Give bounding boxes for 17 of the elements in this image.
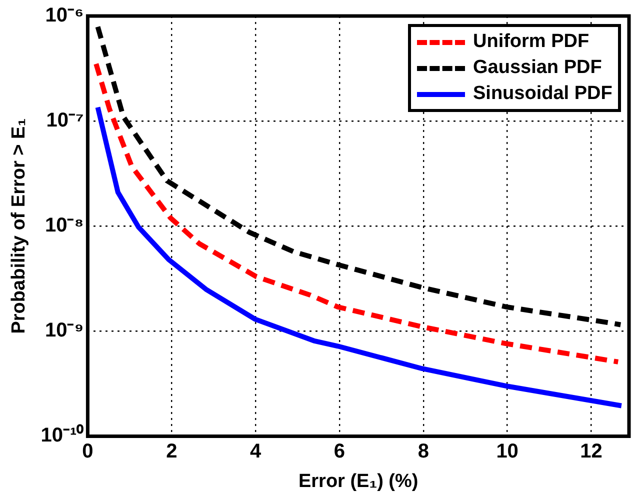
x-tick-label: 6 bbox=[334, 440, 346, 463]
y-axis-title: Probability of Error > E₁ bbox=[8, 118, 30, 334]
y-tick-label: 10⁻⁹ bbox=[44, 320, 84, 342]
legend-label: Sinusoidal PDF bbox=[473, 82, 612, 106]
x-tick-label: 4 bbox=[250, 440, 262, 463]
y-tick-label: 10⁻⁶ bbox=[45, 4, 84, 27]
legend-label: Gaussian PDF bbox=[473, 56, 602, 80]
y-tick-label: 10⁻⁸ bbox=[45, 214, 84, 237]
legend-label: Uniform PDF bbox=[473, 30, 590, 54]
y-tick-label: 10⁻⁷ bbox=[46, 110, 84, 132]
x-axis-title: Error (E₁) (%) bbox=[298, 470, 418, 492]
x-tick-label: 0 bbox=[82, 440, 94, 463]
x-tick-label: 10 bbox=[496, 440, 518, 463]
x-tick-label: 8 bbox=[418, 440, 429, 463]
x-tick-label: 12 bbox=[580, 440, 602, 463]
x-tick-label: 2 bbox=[166, 440, 178, 463]
y-tick-label: 10⁻¹⁰ bbox=[40, 424, 84, 447]
